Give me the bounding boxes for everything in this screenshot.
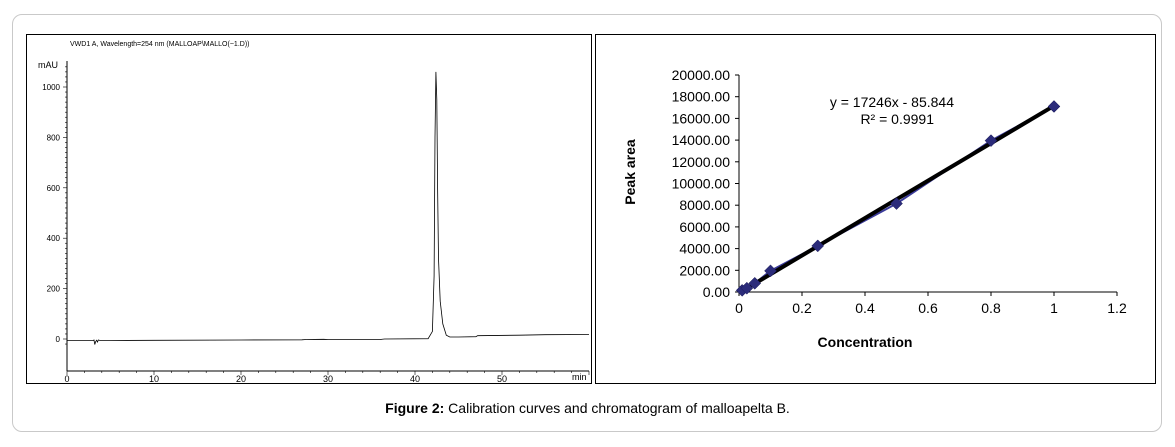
calibration-chart: 0.00 2000.00 4000.00 6000.00 8000.00 10000.00… — [622, 67, 1127, 350]
calibration-data-point — [764, 264, 777, 278]
chromatogram-y-tick-label: 200 — [47, 285, 61, 294]
chromatogram-x-tick-label: 40 — [410, 374, 420, 383]
chromatogram-y-tick-label: 800 — [47, 133, 61, 142]
calibration-y-tick-label: 14000.00 — [672, 132, 731, 148]
calibration-data-point — [1047, 100, 1061, 113]
calibration-data-point — [890, 197, 903, 210]
chromatogram-y-tick-label: 0 — [56, 335, 61, 344]
calibration-xlabel: Concentration — [818, 334, 913, 350]
caption-text: Calibration curves and chromatogram of m… — [444, 400, 790, 416]
calibration-ylabel: Peak area — [622, 139, 638, 205]
calibration-data-point — [748, 276, 762, 290]
calibration-x-tick-label: 0.4 — [855, 300, 875, 316]
calibration-x-tick-label: 1.2 — [1107, 300, 1127, 316]
chromatogram-x-tick-label: 20 — [236, 374, 246, 383]
chromatogram-trace — [67, 71, 590, 345]
calibration-y-tick-label: 16000.00 — [672, 110, 731, 126]
calibration-data-point — [984, 134, 998, 147]
calibration-panel: 0.00 2000.00 4000.00 6000.00 8000.00 10000.00… — [595, 34, 1156, 384]
chromatogram-x-tick-label: 10 — [149, 374, 159, 383]
calibration-y-tick-label: 10000.00 — [672, 176, 731, 192]
calibration-y-tick-label: 20000.00 — [672, 67, 731, 83]
calibration-x-tick-label: 0.6 — [918, 300, 938, 316]
calibration-data-point — [811, 239, 825, 253]
chromatogram-y-tick-label: 1000 — [42, 83, 60, 92]
calibration-y-tick-label: 18000.00 — [672, 89, 731, 105]
calibration-x-tick-label: 1 — [1050, 300, 1058, 316]
calibration-y-tick-label: 6000.00 — [679, 219, 730, 235]
calibration-y-tick-label: 2000.00 — [679, 262, 730, 278]
chromatogram-panel: VWD1 A, Wavelength=254 nm (MALLOAP\MALLO… — [26, 34, 592, 384]
calibration-data-point — [740, 281, 754, 295]
calibration-y-tick-label: 4000.00 — [679, 241, 730, 257]
chromatogram-x-tick-label: 0 — [64, 374, 69, 383]
chromatogram-y-tick-label: 400 — [47, 234, 61, 243]
chromatogram-xlabel: min — [572, 372, 587, 382]
calibration-x-tick-label: 0.2 — [792, 300, 812, 316]
calibration-trendline — [741, 104, 1056, 293]
caption-label: Figure 2: — [385, 400, 445, 416]
figure-caption: Figure 2: Calibration curves and chromat… — [0, 400, 1175, 416]
chromatogram-chart: VWD1 A, Wavelength=254 nm (MALLOAP\MALLO… — [38, 41, 590, 384]
chromatogram-ylabel: mAU — [38, 60, 58, 70]
calibration-y-tick-label: 8000.00 — [679, 197, 730, 213]
chromatogram-title: VWD1 A, Wavelength=254 nm (MALLOAP\MALLO… — [70, 41, 249, 48]
calibration-x-tick-label: 0 — [735, 300, 743, 316]
chromatogram-y-tick-label: 600 — [47, 184, 61, 193]
r-squared-label: R² = 0.9991 — [860, 111, 934, 127]
calibration-y-tick-label: 12000.00 — [672, 154, 731, 170]
calibration-y-tick-label: 0.00 — [703, 284, 730, 300]
chromatogram-x-tick-label: 30 — [323, 374, 333, 383]
calibration-x-tick-label: 0.8 — [981, 300, 1001, 316]
chromatogram-x-tick-label: 50 — [497, 374, 507, 383]
equation-label: y = 17246x - 85.844 — [830, 94, 954, 110]
